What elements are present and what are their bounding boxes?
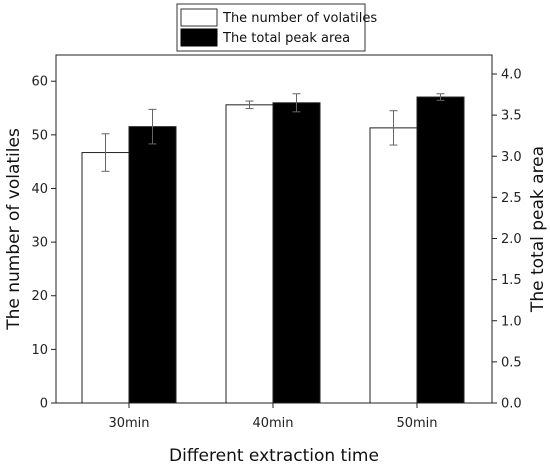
left-y-tick-label: 30 bbox=[31, 236, 48, 251]
x-axis-title: Different extraction time bbox=[169, 446, 379, 466]
bar-peak-area-40min bbox=[272, 102, 321, 404]
bars-layer bbox=[81, 96, 465, 404]
right-y-tick-label: 2.0 bbox=[501, 232, 522, 247]
bar-peak-area-30min bbox=[128, 126, 177, 404]
left-y-tick-label: 60 bbox=[31, 75, 48, 90]
error-bars-layer bbox=[101, 93, 445, 172]
right-y-tick-label: 0.5 bbox=[501, 355, 522, 370]
left-y-tick-label: 10 bbox=[31, 343, 48, 358]
left-y-tick-label: 50 bbox=[31, 128, 48, 143]
right-y-tick-label: 0.0 bbox=[501, 397, 522, 412]
legend-label-peak-area: The total peak area bbox=[222, 31, 350, 46]
left-y-tick-label: 40 bbox=[31, 182, 48, 197]
left-y-tick-label: 20 bbox=[31, 289, 48, 304]
right-y-tick-label: 3.0 bbox=[501, 150, 522, 165]
x-tick-label-50min: 50min bbox=[396, 416, 437, 431]
right-y-tick-label: 1.5 bbox=[501, 273, 522, 288]
legend: The number of volatiles The total peak a… bbox=[176, 3, 377, 52]
left-y-axis-title: The number of volatiles bbox=[4, 128, 24, 331]
x-tick-label-40min: 40min bbox=[252, 416, 293, 431]
legend-swatch-volatiles bbox=[180, 8, 218, 27]
right-y-tick-label: 4.0 bbox=[501, 68, 522, 83]
legend-swatch-peak-area bbox=[180, 28, 218, 47]
left-y-tick-label: 0 bbox=[40, 397, 48, 412]
bar-peak-area-50min bbox=[416, 96, 465, 404]
axis-layer: 0 10 20 30 40 50 60 0.0 0.5 1.0 1.5 2.0 2.5 3.0 3.5 4.0… bbox=[31, 68, 521, 432]
bar-volatiles-40min bbox=[225, 104, 274, 404]
plot-frame bbox=[55, 54, 493, 404]
right-y-tick-label: 2.5 bbox=[501, 191, 522, 206]
right-y-tick-label: 3.5 bbox=[501, 109, 522, 124]
bar-volatiles-50min bbox=[369, 127, 418, 404]
x-tick-label-30min: 30min bbox=[108, 416, 149, 431]
legend-label-volatiles: The number of volatiles bbox=[222, 11, 377, 26]
right-y-axis-title: The total peak area bbox=[528, 146, 548, 313]
bar-volatiles-30min bbox=[81, 152, 130, 404]
right-y-tick-label: 1.0 bbox=[501, 314, 522, 329]
